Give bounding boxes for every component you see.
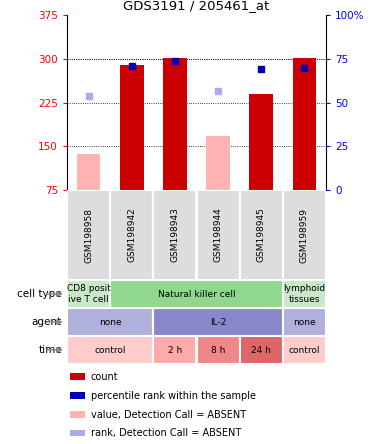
Bar: [283, 308, 326, 336]
Text: GSM198959: GSM198959: [300, 207, 309, 262]
Text: value, Detection Call = ABSENT: value, Detection Call = ABSENT: [91, 410, 246, 420]
Text: CD8 posit
ive T cell: CD8 posit ive T cell: [67, 284, 111, 304]
Text: control: control: [289, 345, 320, 354]
Bar: [283, 190, 326, 280]
Bar: [249, 94, 273, 190]
Bar: [70, 411, 85, 418]
Bar: [70, 373, 85, 380]
Bar: [120, 64, 144, 190]
Text: cell type: cell type: [17, 289, 62, 299]
Bar: [153, 308, 283, 336]
Text: lymphoid
tissues: lymphoid tissues: [283, 284, 325, 304]
Bar: [67, 308, 153, 336]
Bar: [153, 190, 197, 280]
Bar: [70, 392, 85, 399]
Bar: [197, 190, 240, 280]
Bar: [67, 280, 110, 308]
Text: rank, Detection Call = ABSENT: rank, Detection Call = ABSENT: [91, 428, 241, 438]
Text: none: none: [99, 317, 121, 326]
Text: control: control: [94, 345, 126, 354]
Title: GDS3191 / 205461_at: GDS3191 / 205461_at: [124, 0, 270, 12]
Bar: [110, 280, 283, 308]
Text: GSM198945: GSM198945: [257, 207, 266, 262]
Text: percentile rank within the sample: percentile rank within the sample: [91, 391, 256, 401]
Text: IL-2: IL-2: [210, 317, 226, 326]
Text: GSM198943: GSM198943: [170, 207, 180, 262]
Bar: [163, 58, 187, 190]
Bar: [283, 280, 326, 308]
Bar: [67, 336, 153, 364]
Text: GSM198942: GSM198942: [127, 208, 136, 262]
Text: GSM198958: GSM198958: [84, 207, 93, 262]
Text: GSM198944: GSM198944: [214, 208, 223, 262]
Text: 24 h: 24 h: [251, 345, 271, 354]
Text: agent: agent: [32, 317, 62, 327]
Bar: [206, 136, 230, 190]
Text: none: none: [293, 317, 316, 326]
Bar: [240, 190, 283, 280]
Text: time: time: [38, 345, 62, 355]
Text: count: count: [91, 372, 119, 382]
Bar: [70, 430, 85, 436]
Bar: [110, 190, 153, 280]
Text: 8 h: 8 h: [211, 345, 225, 354]
Bar: [283, 336, 326, 364]
Bar: [77, 154, 101, 190]
Bar: [293, 58, 316, 190]
Text: 2 h: 2 h: [168, 345, 182, 354]
Bar: [240, 336, 283, 364]
Bar: [67, 190, 110, 280]
Text: Natural killer cell: Natural killer cell: [158, 289, 235, 298]
Bar: [197, 336, 240, 364]
Bar: [153, 336, 197, 364]
